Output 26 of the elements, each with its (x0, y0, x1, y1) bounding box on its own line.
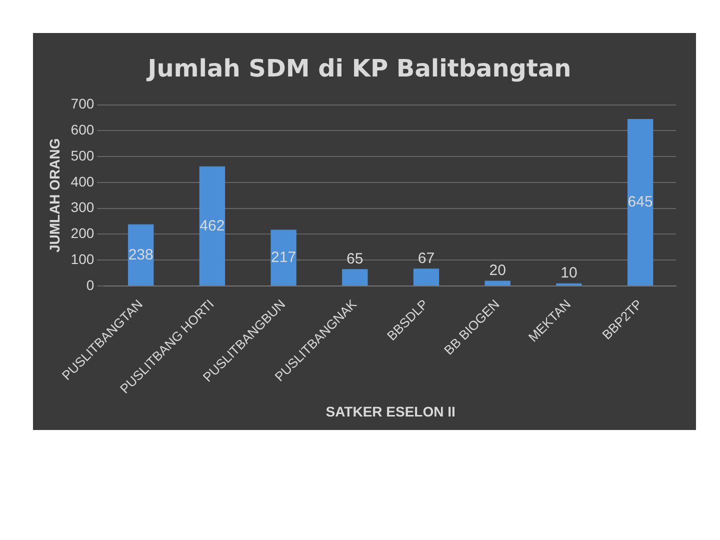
chart-title: Jumlah SDM di KP Balitbangtan (146, 54, 572, 83)
data-label: 10 (560, 264, 578, 282)
y-tick-label: 700 (70, 96, 94, 112)
bar (413, 268, 440, 286)
data-label: 65 (346, 250, 364, 268)
bar (342, 269, 368, 286)
y-tick-label: 500 (70, 147, 94, 164)
y-tick-label: 400 (70, 173, 94, 190)
data-label: 67 (418, 250, 435, 267)
bar (484, 280, 510, 286)
data-label: 645 (628, 194, 653, 211)
data-label: 462 (200, 217, 225, 234)
y-tick-label: 300 (70, 199, 94, 216)
data-label: 20 (489, 262, 506, 279)
bar (199, 166, 226, 286)
y-tick-label: 200 (70, 225, 94, 242)
data-label: 217 (271, 249, 296, 266)
bar (627, 119, 654, 286)
data-label: 238 (128, 246, 154, 264)
y-tick-label: 600 (70, 122, 94, 138)
x-axis-title: SATKER ESELON II (326, 403, 456, 420)
y-tick-label: 100 (70, 250, 94, 267)
bar (128, 224, 154, 286)
bar (270, 230, 296, 286)
y-axis-title: JUMLAH ORANG (46, 138, 62, 253)
y-tick-label: 0 (86, 276, 94, 293)
